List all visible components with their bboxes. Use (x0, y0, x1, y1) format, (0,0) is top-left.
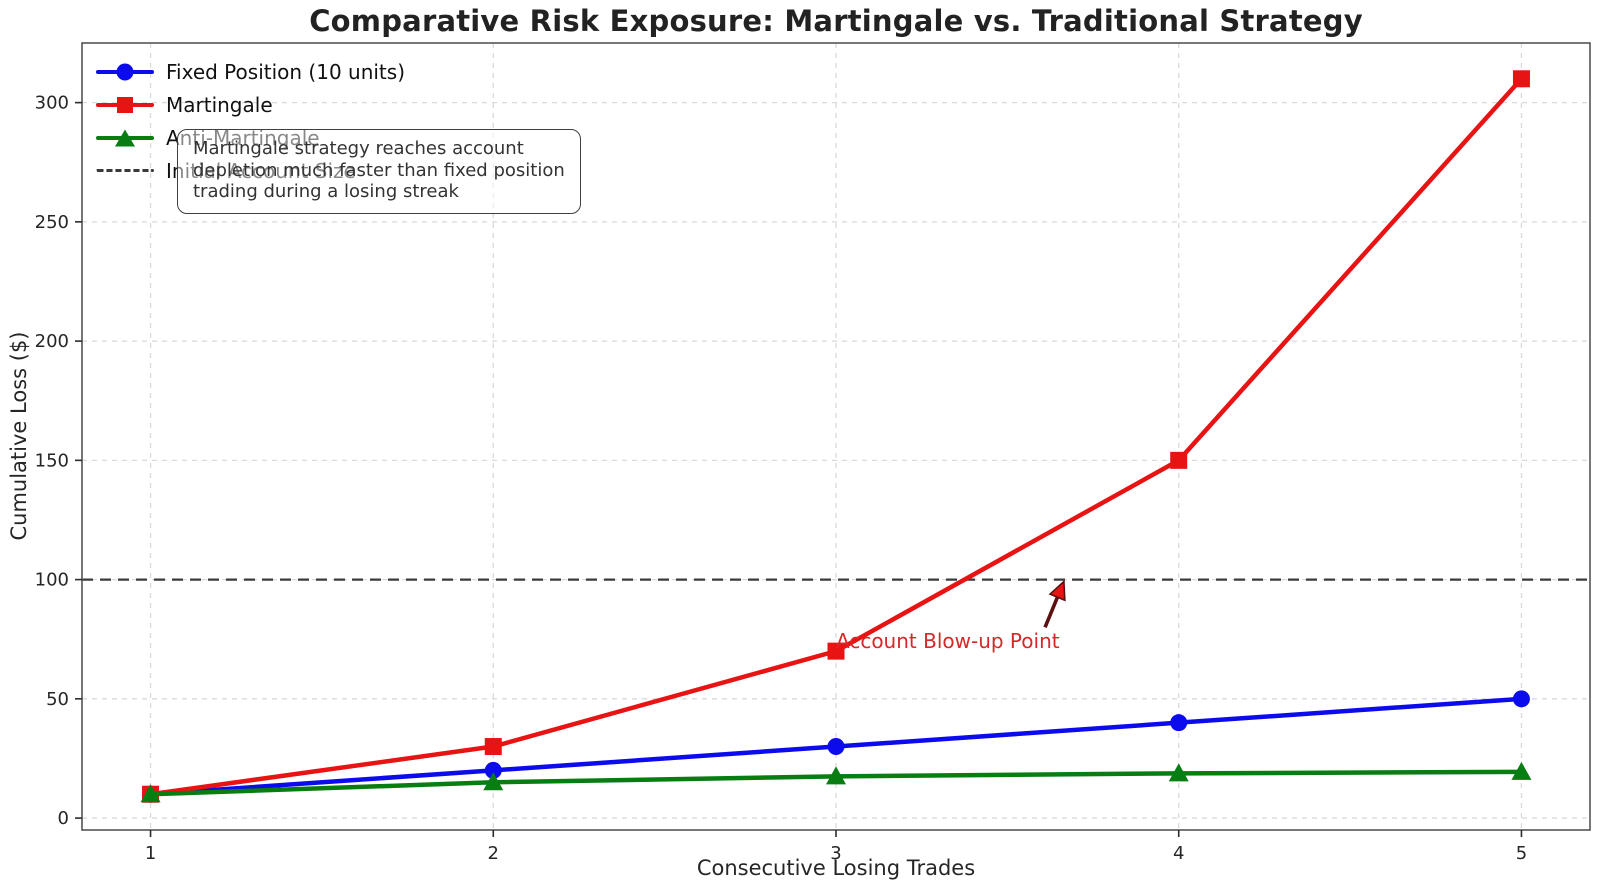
data-point-anti-martingale (1511, 761, 1532, 780)
y-tick-label: 300 (35, 93, 69, 114)
legend-item-martingale: Martingale (96, 88, 405, 121)
x-tick-label: 1 (145, 843, 156, 864)
chart-title: Comparative Risk Exposure: Martingale vs… (309, 4, 1363, 38)
x-axis-label: Consecutive Losing Trades (696, 856, 976, 880)
arrow-head (1048, 579, 1066, 602)
data-point-anti-martingale (140, 784, 161, 803)
data-point-martingale (484, 738, 502, 756)
y-tick-label: 150 (35, 450, 69, 471)
data-point-martingale (827, 642, 845, 660)
y-tick-label: 50 (46, 689, 69, 710)
legend-marker-dashed-line-icon (96, 160, 154, 182)
blowup-annotation-text: Account Blow-up Point (836, 629, 1060, 653)
data-point-fixed-position (1170, 714, 1188, 732)
data-point-anti-martingale (483, 772, 504, 791)
y-tick-label: 250 (35, 212, 69, 233)
y-axis-label: Cumulative Loss ($) (7, 331, 31, 541)
annotation-box: Martingale strategy reaches account depl… (177, 129, 581, 214)
legend-item-fixed-position: Fixed Position (10 units) (96, 55, 405, 88)
y-tick-label: 0 (58, 808, 69, 829)
y-tick-label: 200 (35, 331, 69, 352)
data-point-fixed-position (827, 738, 845, 756)
data-point-fixed-position (484, 761, 502, 779)
legend-label: Martingale (166, 92, 273, 117)
data-point-martingale (1512, 70, 1530, 88)
data-point-martingale (1170, 451, 1188, 469)
data-point-anti-martingale (1168, 763, 1189, 782)
arrow-shaft (1043, 596, 1060, 628)
x-tick-label: 3 (830, 843, 841, 864)
data-series (140, 70, 1532, 803)
x-tick-label: 2 (488, 843, 499, 864)
legend-label: Fixed Position (10 units) (166, 59, 405, 84)
data-point-fixed-position (1512, 690, 1530, 708)
blowup-annotation-arrow-icon (1043, 579, 1066, 628)
annotation-line: Martingale strategy reaches account (193, 138, 524, 159)
series-anti-martingale (140, 761, 1532, 803)
annotation-line: trading during a losing streak (193, 181, 459, 203)
series-martingale (142, 70, 1530, 803)
legend-marker-square-icon (96, 94, 154, 116)
y-tick-label: 100 (35, 570, 69, 591)
legend-marker-triangle-icon (96, 127, 154, 149)
annotation-line: depletion much faster than fixed positio… (193, 159, 565, 181)
legend-marker-circle-icon (96, 61, 154, 83)
x-tick-label: 4 (1173, 843, 1184, 864)
data-point-anti-martingale (826, 766, 846, 785)
x-tick-label: 5 (1516, 843, 1527, 864)
gridlines (82, 43, 1590, 830)
